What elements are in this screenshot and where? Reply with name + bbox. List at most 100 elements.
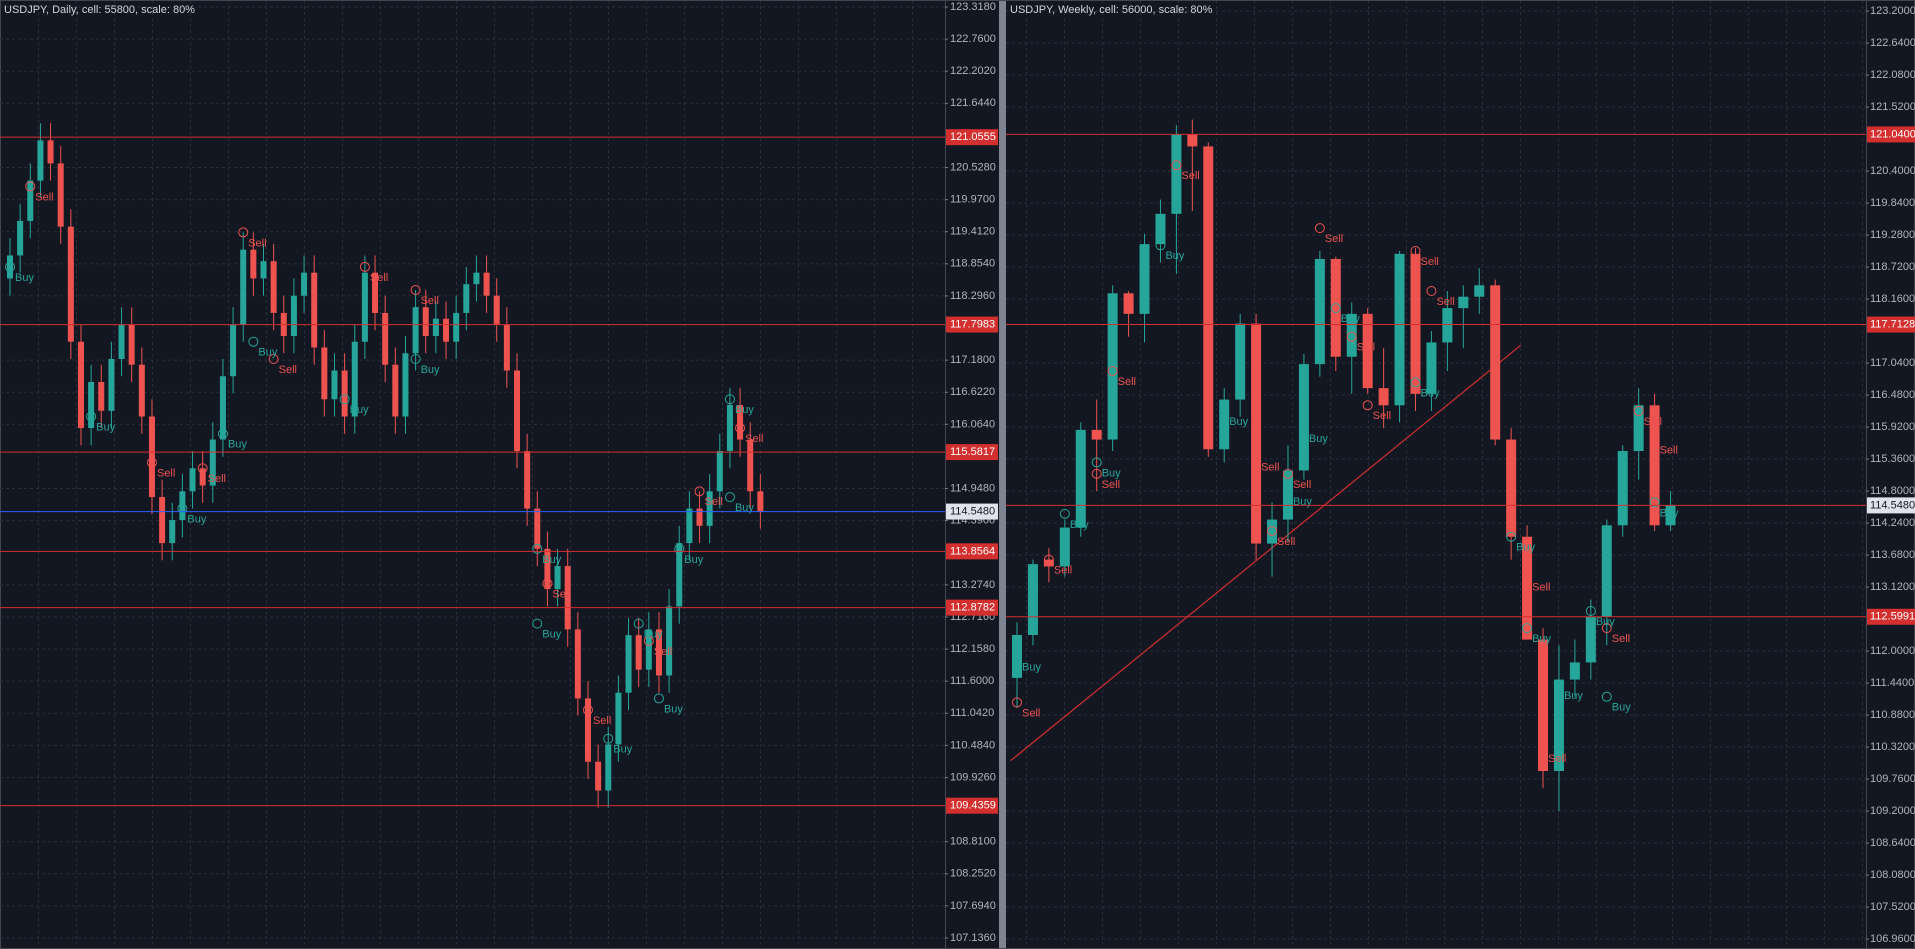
- candle-body: [1235, 323, 1246, 400]
- candle-body: [615, 692, 622, 745]
- signal-marker: [410, 353, 421, 364]
- y-tick-label: 122.0800: [1870, 69, 1915, 81]
- signal-marker: [1282, 486, 1293, 496]
- candle-body: [625, 635, 632, 693]
- signal-marker: [1298, 423, 1309, 434]
- y-tick-label: 107.1360: [950, 932, 996, 944]
- candle-body: [443, 318, 450, 342]
- signal-label: Sell: [279, 364, 297, 376]
- candle-body: [686, 508, 693, 544]
- signal-label: Sell: [1421, 256, 1439, 268]
- candle-body: [148, 416, 155, 498]
- candle-body: [159, 497, 166, 544]
- candle-body: [726, 405, 733, 452]
- candle-body: [250, 249, 257, 279]
- candle-body: [1442, 308, 1453, 343]
- last-price-box: [946, 503, 998, 520]
- y-tick-label: 108.8100: [950, 836, 996, 848]
- level-label: 113.8564: [950, 545, 995, 557]
- signal-label: Sell: [1436, 296, 1454, 308]
- signal-label: Buy: [644, 629, 663, 641]
- candle-body: [301, 272, 308, 296]
- signal-marker: [1059, 508, 1070, 519]
- signal-marker: [5, 261, 15, 272]
- candle-body: [574, 629, 581, 699]
- candle-body: [422, 307, 429, 336]
- signal-marker: [177, 503, 188, 514]
- signal-label: Sell: [1102, 479, 1120, 491]
- signal-label: Buy: [1022, 662, 1041, 674]
- signal-marker: [1171, 160, 1182, 171]
- signal-label: Sell: [1660, 444, 1678, 456]
- candle-body: [493, 295, 500, 325]
- y-tick-label: 112.1580: [950, 643, 995, 655]
- y-tick-label: 119.8400: [1870, 197, 1915, 209]
- y-tick-label: 110.8800: [1870, 709, 1915, 721]
- candle-body: [27, 180, 34, 221]
- signal-label: Buy: [542, 629, 561, 641]
- y-tick-label: 114.8000: [1870, 485, 1915, 497]
- candle-body: [524, 451, 531, 509]
- signal-label: Sell: [1548, 753, 1566, 765]
- signal-marker: [633, 618, 644, 629]
- candle-body: [128, 324, 135, 365]
- y-tick-label: 122.7600: [950, 33, 996, 45]
- signal-label: Sell: [1357, 342, 1375, 354]
- signal-label: Sell: [593, 715, 611, 727]
- signal-label: Buy: [1660, 507, 1679, 519]
- candle-body: [331, 370, 338, 400]
- signal-marker: [217, 428, 228, 439]
- level-label: 112.8782: [950, 602, 995, 614]
- candle-body: [341, 370, 348, 417]
- signal-marker: [1012, 651, 1022, 662]
- candle-body: [666, 606, 673, 676]
- candle-body: [1139, 244, 1150, 314]
- y-tick-label: 116.6220: [950, 386, 995, 398]
- candle-body: [1219, 399, 1230, 450]
- signal-marker: [532, 618, 543, 629]
- candle-body: [199, 468, 206, 486]
- y-tick-label: 119.4120: [950, 226, 995, 238]
- signal-marker: [735, 423, 746, 434]
- signal-label: Sell: [654, 646, 672, 658]
- y-tick-label: 113.6800: [1870, 549, 1915, 561]
- signal-label: Buy: [1421, 387, 1440, 399]
- signal-label: Buy: [1532, 633, 1551, 645]
- y-tick-label: 109.7600: [1870, 773, 1915, 785]
- signal-marker: [1155, 240, 1166, 251]
- signal-label: Sell: [35, 191, 53, 203]
- candle-body: [544, 548, 551, 590]
- signal-label: Sell: [1118, 376, 1136, 388]
- signal-label: Sell: [370, 272, 388, 284]
- candle-body: [645, 629, 652, 670]
- candle-body: [635, 635, 642, 670]
- y-tick-label: 111.6000: [950, 675, 994, 687]
- candle-body: [747, 439, 754, 492]
- candle-body: [1346, 313, 1357, 357]
- signal-label: Sell: [421, 295, 439, 307]
- signal-marker: [542, 578, 553, 589]
- candle-body: [361, 272, 368, 342]
- y-tick-label: 109.9260: [950, 771, 996, 783]
- candle-body: [57, 163, 64, 227]
- y-tick-label: 108.2520: [950, 868, 996, 880]
- signal-marker: [1043, 554, 1054, 565]
- signal-label: Buy: [258, 347, 277, 359]
- candle-body: [1027, 564, 1038, 635]
- signal-label: Sell: [1644, 416, 1662, 428]
- candle-body: [402, 353, 409, 417]
- candle-body: [1123, 293, 1134, 314]
- candle-body: [17, 220, 24, 256]
- level-label: 117.7983: [950, 318, 995, 330]
- signal-label: Sell: [248, 237, 266, 249]
- y-tick-label: 107.6940: [950, 900, 996, 912]
- candle-body: [1251, 323, 1262, 544]
- signal-label: Buy: [1564, 690, 1583, 702]
- candle-body: [706, 491, 713, 526]
- y-tick-label: 110.4840: [950, 739, 995, 751]
- signal-label: Buy: [664, 703, 683, 715]
- signal-label: Sell: [1054, 564, 1072, 576]
- signal-label: Sell: [1293, 479, 1311, 491]
- candle-body: [351, 341, 358, 417]
